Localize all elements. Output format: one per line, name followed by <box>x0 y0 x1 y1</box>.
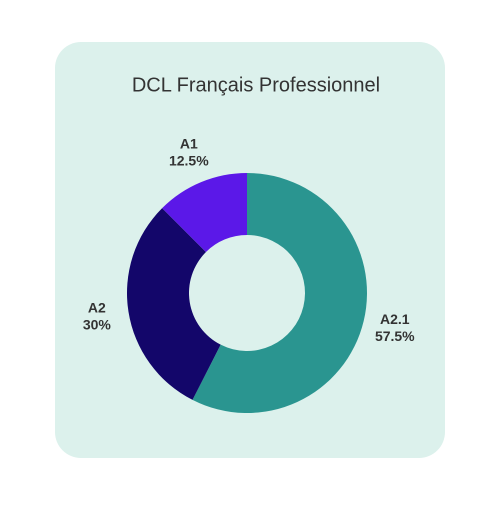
slice <box>192 173 367 413</box>
slice <box>127 208 221 400</box>
slice-label: A2 <box>88 299 106 315</box>
chart-title: DCL Français Professionnel <box>132 74 380 96</box>
value-label: 12.5% <box>169 152 209 168</box>
value-label: 57.5% <box>375 328 415 344</box>
value-label: 30% <box>83 316 112 332</box>
slice-label: A2.1 <box>380 311 410 327</box>
slice <box>162 173 247 252</box>
slice-label: A1 <box>180 135 198 151</box>
